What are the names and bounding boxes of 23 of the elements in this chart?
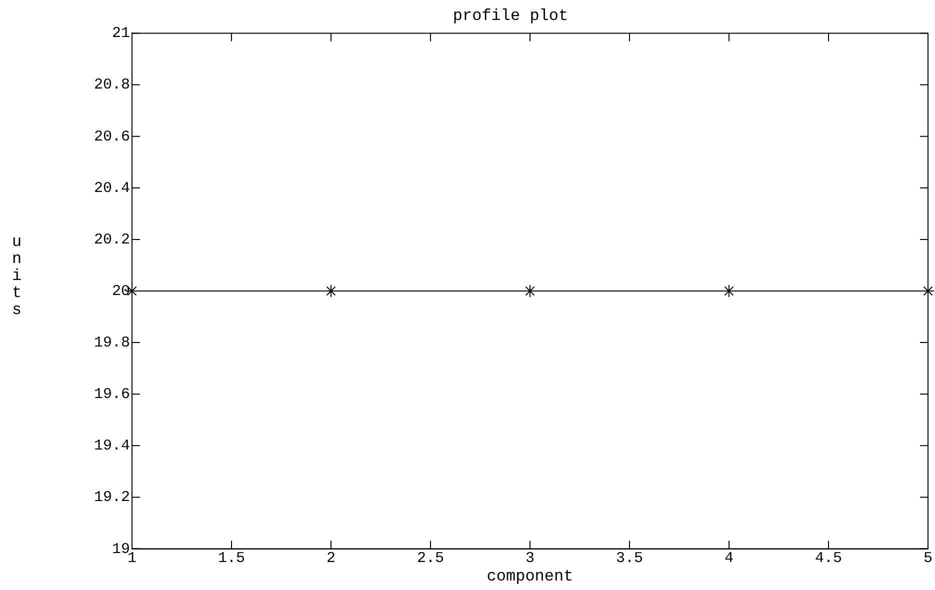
x-tick-label: 2 [326, 550, 336, 567]
x-tick-label: 4.5 [814, 550, 842, 567]
y-tick-label: 20.8 [94, 76, 130, 94]
x-tick-label: 3 [525, 550, 535, 567]
x-axis-title: component [486, 568, 574, 586]
y-tick-label: 19 [112, 540, 130, 558]
x-tick-label: 1.5 [218, 550, 246, 567]
y-tick-label: 19.6 [94, 386, 130, 404]
y-tick-label: 20.4 [94, 180, 130, 197]
y-tick-label: 21 [112, 25, 130, 42]
y-tick-label: 19.4 [94, 438, 130, 455]
y-tick-label: 19.8 [94, 334, 130, 352]
y-axis-title: units [12, 233, 22, 319]
y-tick-label: 20 [112, 282, 130, 300]
chart-title: profile plot [452, 6, 568, 25]
y-tick-label: 20.2 [94, 231, 130, 248]
x-tick-label: 5 [923, 550, 933, 567]
y-tick-label: 20.6 [94, 128, 130, 146]
x-tick-label: 2.5 [416, 550, 444, 567]
x-tick-label: 4 [724, 550, 734, 567]
y-tick-label: 19.2 [94, 489, 130, 506]
x-tick-label: 1 [128, 550, 137, 567]
x-tick-label: 3.5 [616, 550, 644, 567]
